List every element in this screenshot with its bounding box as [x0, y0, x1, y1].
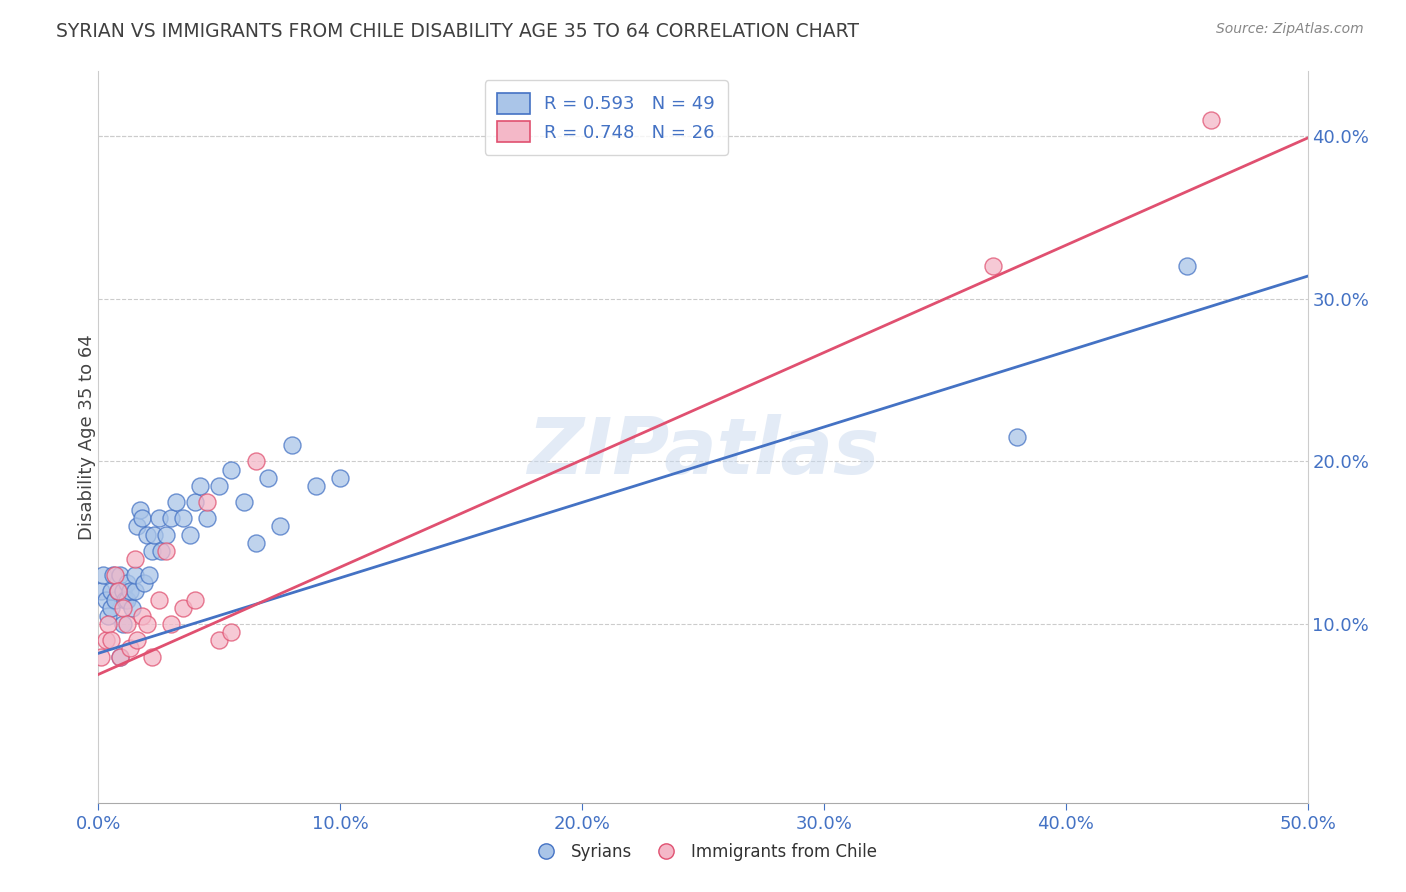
Point — [97, 608, 120, 623]
Point — [981, 260, 1004, 274]
Point — [138, 568, 160, 582]
Point — [195, 495, 218, 509]
Point — [107, 584, 129, 599]
Point — [1007, 430, 1029, 444]
Point — [329, 471, 352, 485]
Point — [124, 552, 146, 566]
Point — [221, 625, 243, 640]
Point — [221, 462, 243, 476]
Point — [245, 535, 267, 549]
Point — [148, 511, 170, 525]
Point — [114, 592, 136, 607]
Point — [1199, 113, 1222, 128]
Point — [111, 584, 134, 599]
Point — [100, 633, 122, 648]
Point — [108, 649, 131, 664]
Point — [127, 633, 149, 648]
Point — [172, 600, 194, 615]
Point — [135, 527, 157, 541]
Point — [143, 527, 166, 541]
Point — [188, 479, 211, 493]
Point — [118, 641, 141, 656]
Point — [121, 600, 143, 615]
Point — [107, 584, 129, 599]
Point — [104, 592, 127, 607]
Point — [108, 649, 131, 664]
Point — [124, 568, 146, 582]
Point — [256, 471, 278, 485]
Point — [134, 576, 156, 591]
Point — [269, 519, 291, 533]
Point — [141, 649, 163, 664]
Point — [208, 633, 231, 648]
Text: Source: ZipAtlas.com: Source: ZipAtlas.com — [1216, 22, 1364, 37]
Point — [245, 454, 267, 468]
Point — [100, 600, 122, 615]
Point — [100, 584, 122, 599]
Point — [141, 544, 163, 558]
Point — [90, 584, 112, 599]
Point — [135, 617, 157, 632]
Point — [118, 584, 141, 599]
Point — [155, 544, 177, 558]
Legend: Syrians, Immigrants from Chile: Syrians, Immigrants from Chile — [523, 837, 883, 868]
Point — [117, 592, 139, 607]
Point — [150, 544, 173, 558]
Point — [155, 527, 177, 541]
Point — [94, 592, 117, 607]
Point — [160, 617, 183, 632]
Point — [101, 568, 124, 582]
Point — [160, 511, 183, 525]
Point — [127, 519, 149, 533]
Text: ZIPatlas: ZIPatlas — [527, 414, 879, 490]
Point — [172, 511, 194, 525]
Point — [179, 527, 201, 541]
Point — [97, 617, 120, 632]
Point — [1175, 260, 1198, 274]
Point — [184, 495, 207, 509]
Text: SYRIAN VS IMMIGRANTS FROM CHILE DISABILITY AGE 35 TO 64 CORRELATION CHART: SYRIAN VS IMMIGRANTS FROM CHILE DISABILI… — [56, 22, 859, 41]
Point — [111, 617, 134, 632]
Point — [91, 568, 114, 582]
Point — [117, 576, 139, 591]
Point — [208, 479, 231, 493]
Point — [195, 511, 218, 525]
Point — [90, 649, 112, 664]
Point — [232, 495, 254, 509]
Point — [131, 511, 153, 525]
Point — [165, 495, 187, 509]
Point — [117, 617, 139, 632]
Point — [124, 584, 146, 599]
Point — [184, 592, 207, 607]
Point — [108, 568, 131, 582]
Point — [131, 608, 153, 623]
Point — [104, 568, 127, 582]
Point — [148, 592, 170, 607]
Y-axis label: Disability Age 35 to 64: Disability Age 35 to 64 — [79, 334, 96, 540]
Point — [111, 600, 134, 615]
Point — [128, 503, 150, 517]
Point — [94, 633, 117, 648]
Point — [305, 479, 328, 493]
Point — [281, 438, 304, 452]
